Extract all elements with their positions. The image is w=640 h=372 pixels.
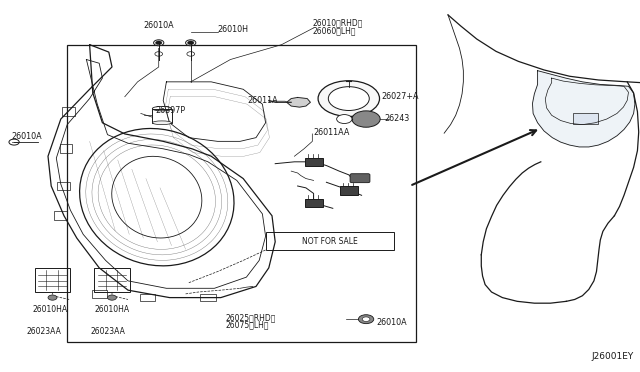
Text: 26010A: 26010A <box>376 318 407 327</box>
Text: J26001EY: J26001EY <box>591 352 634 361</box>
Text: 26010〈RHD〉: 26010〈RHD〉 <box>312 19 363 28</box>
Bar <box>60 144 72 153</box>
Text: 26010HA: 26010HA <box>33 305 67 314</box>
Text: 26060〈LH〉: 26060〈LH〉 <box>312 26 356 35</box>
Bar <box>67 45 416 342</box>
Polygon shape <box>287 97 310 107</box>
Bar <box>140 294 155 301</box>
Circle shape <box>337 115 352 124</box>
Text: 26397P: 26397P <box>155 106 185 115</box>
Text: NOT FOR SALE: NOT FOR SALE <box>301 237 358 246</box>
Text: 26010H: 26010H <box>218 25 248 33</box>
Bar <box>305 158 323 166</box>
Circle shape <box>48 295 57 300</box>
Circle shape <box>154 40 164 46</box>
Bar <box>57 182 70 190</box>
Circle shape <box>362 317 370 321</box>
Circle shape <box>328 87 369 110</box>
Text: 26011AA: 26011AA <box>314 128 350 137</box>
Bar <box>92 290 107 298</box>
Bar <box>573 113 598 124</box>
Ellipse shape <box>152 121 172 125</box>
Text: 26010A: 26010A <box>143 21 174 30</box>
Text: 26010A: 26010A <box>12 132 42 141</box>
Bar <box>63 107 76 116</box>
Polygon shape <box>532 71 635 147</box>
Bar <box>340 186 358 195</box>
Bar <box>35 268 70 292</box>
Text: 26023AA: 26023AA <box>90 327 125 336</box>
Circle shape <box>352 111 380 127</box>
Text: 26023AA: 26023AA <box>26 327 61 336</box>
Bar <box>200 294 216 301</box>
Text: 26010HA: 26010HA <box>95 305 129 314</box>
Circle shape <box>156 41 162 45</box>
Circle shape <box>358 315 374 324</box>
Circle shape <box>318 81 380 116</box>
Text: 26011A: 26011A <box>248 96 278 105</box>
Bar <box>266 232 394 250</box>
FancyBboxPatch shape <box>350 174 370 183</box>
Circle shape <box>108 295 116 300</box>
Circle shape <box>188 41 194 45</box>
Bar <box>54 211 67 220</box>
Circle shape <box>186 40 196 46</box>
Text: 26243: 26243 <box>384 114 409 123</box>
Bar <box>305 199 323 207</box>
Bar <box>152 109 172 123</box>
Text: 26075〈LH〉: 26075〈LH〉 <box>226 321 269 330</box>
Bar <box>95 268 129 292</box>
Text: 26027+A: 26027+A <box>381 92 419 101</box>
Text: 26025〈RHD〉: 26025〈RHD〉 <box>226 313 276 322</box>
